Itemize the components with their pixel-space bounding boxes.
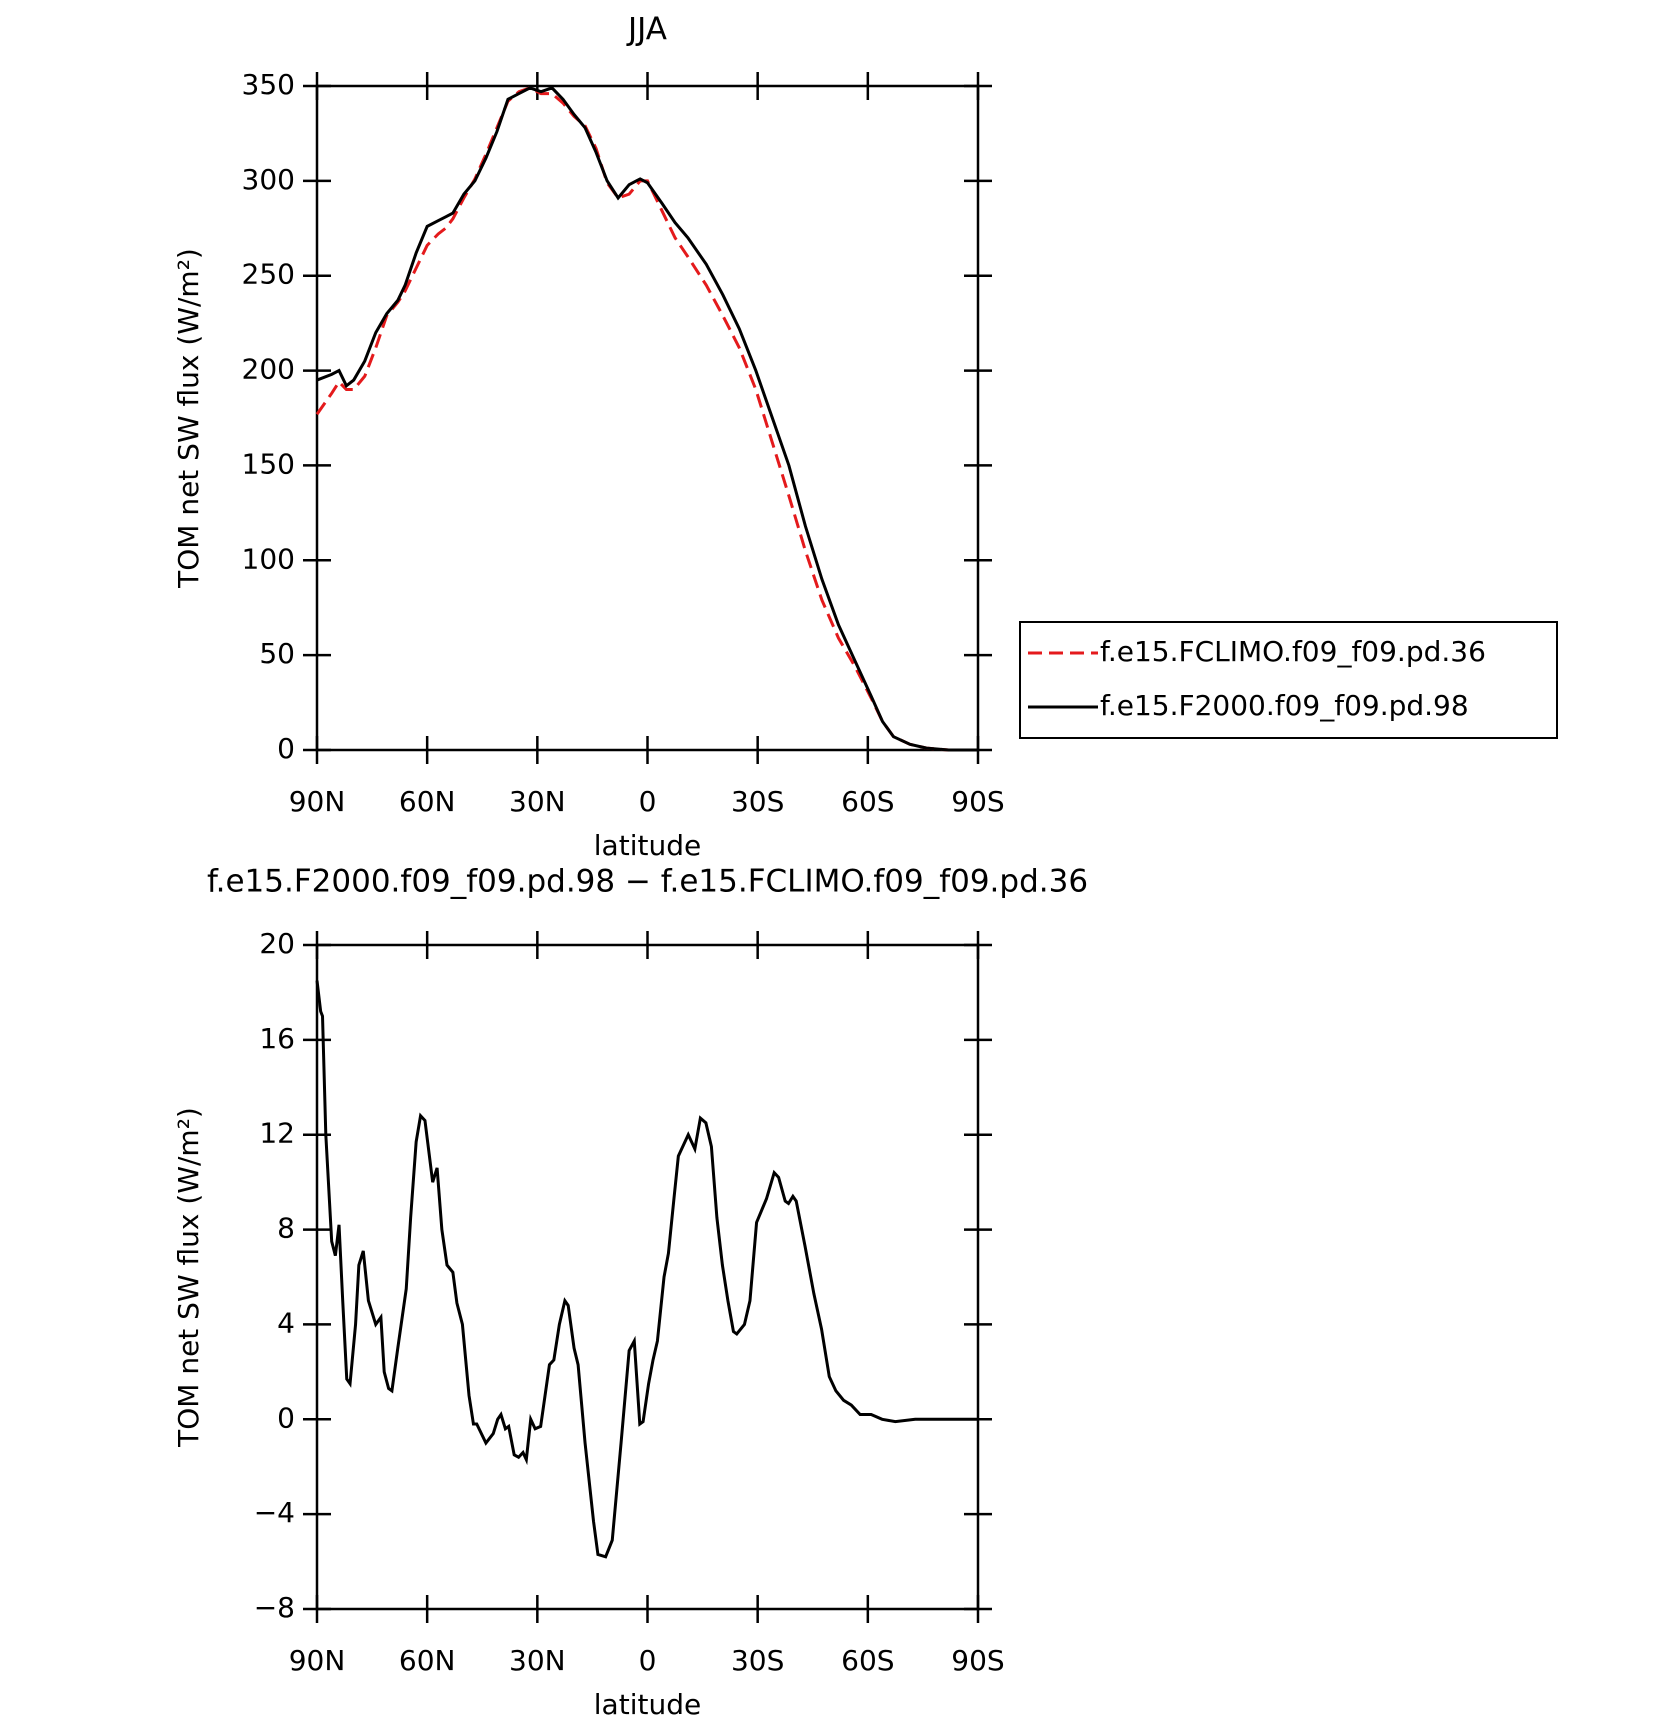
data-line [316,86,978,752]
chart-title: f.e15.F2000.f09_f09.pd.98 − f.e15.FCLIMO… [207,864,1088,900]
y-tick-label: 250 [242,258,295,291]
y-tick-label: 4 [277,1306,295,1339]
y-tick-label: 50 [259,637,295,670]
x-axis-label: latitude [594,1688,701,1719]
y-tick-label: −4 [254,1496,295,1529]
y-tick-label: 0 [277,732,295,765]
x-tick-label: 90S [951,1644,1004,1677]
x-tick-label: 90N [289,1644,346,1677]
y-tick-label: 12 [259,1117,295,1150]
y-tick-label: 0 [277,1401,295,1434]
legend-box [1019,621,1558,739]
plot-frame [315,943,980,1611]
y-tick-label: 300 [242,163,295,196]
y-axis-label: TOM net SW flux (W/m²) [172,248,205,589]
y-tick-label: 16 [259,1022,295,1055]
x-tick-label: 0 [639,1644,657,1677]
x-axis-label: latitude [594,829,701,862]
x-tick-label: 60N [399,1644,456,1677]
x-tick-label: 30S [731,785,784,818]
x-tick-label: 0 [639,785,657,818]
y-tick-label: 100 [242,542,295,575]
x-tick-label: 60S [841,1644,894,1677]
y-tick-label: 150 [242,447,295,480]
data-line [315,86,978,752]
x-tick-label: 30N [509,785,566,818]
x-tick-label: 60S [841,785,894,818]
legend-label: f.e15.F2000.f09_f09.pd.98 [1100,689,1469,722]
chart-title: JJA [626,12,667,48]
y-tick-label: 200 [242,353,295,386]
plot-frame [315,84,980,752]
x-tick-label: 90S [951,785,1004,818]
x-tick-label: 30S [731,1644,784,1677]
y-tick-label: 20 [259,927,295,960]
y-axis-label: TOM net SW flux (W/m²) [172,1107,205,1448]
y-tick-label: 350 [242,68,295,101]
x-tick-label: 60N [399,785,456,818]
x-tick-label: 90N [289,785,346,818]
legend-label: f.e15.FCLIMO.f09_f09.pd.36 [1100,635,1486,668]
y-tick-label: 8 [277,1212,295,1245]
x-tick-label: 30N [509,1644,566,1677]
data-line [315,980,978,1559]
y-tick-label: −8 [254,1591,295,1624]
